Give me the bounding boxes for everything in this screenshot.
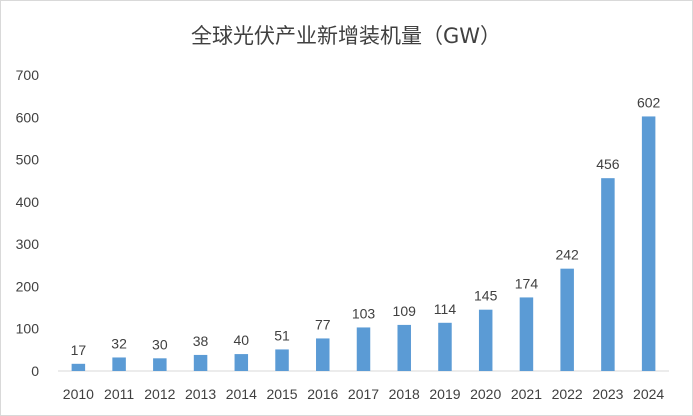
data-label-2012: 30 [152,336,168,352]
bar-2012 [153,358,167,371]
x-tick-label-2023: 2023 [592,386,623,402]
x-tick-label-2024: 2024 [633,386,664,402]
x-tick-label-2011: 2011 [104,386,134,402]
bars [71,116,656,371]
data-label-2016: 77 [315,316,331,332]
y-tick-label: 100 [16,321,40,337]
x-tick-label-2013: 2013 [185,386,216,402]
x-tick-label-2022: 2022 [552,386,583,402]
bar-2020 [478,309,493,371]
bar-2023 [601,178,615,371]
x-tick-label-2021: 2021 [511,386,542,402]
data-label-2018: 109 [393,303,417,319]
x-tick-label-2020: 2020 [470,386,501,402]
data-label-2017: 103 [352,305,376,321]
data-label-2021: 174 [515,275,539,291]
x-axis: 2010 2011 2012 2013 2014 2015 2016 2017 2018 2019… [63,386,665,402]
bar-2015 [275,349,289,371]
bar-2022 [560,268,574,371]
x-tick-label-2016: 2016 [307,386,338,402]
data-label-2019: 114 [434,301,457,317]
bar-2019 [438,322,452,371]
y-tick-label: 600 [16,109,40,125]
y-axis: 0 100 200 300 400 500 600 700 [16,67,40,379]
y-tick-label: 700 [16,67,40,83]
bar-2016 [316,338,330,371]
bar-2018 [397,324,411,371]
data-label-2013: 38 [193,333,209,349]
bar-2017 [356,327,371,371]
x-tick-label-2018: 2018 [389,386,420,402]
data-label-2015: 51 [274,327,290,343]
x-tick-label-2014: 2014 [226,386,257,402]
data-label-2023: 456 [596,156,620,172]
bar-2024 [641,116,656,371]
data-label-2024: 602 [637,94,661,110]
x-tick-label-2010: 2010 [63,386,94,402]
chart-title: 全球光伏产业新增装机量（GW） [191,24,501,48]
y-tick-label: 500 [16,152,40,168]
data-label-2011: 32 [111,335,127,351]
data-label-2014: 40 [234,332,250,348]
y-tick-label: 400 [16,194,40,210]
x-tick-label-2012: 2012 [144,386,175,402]
data-label-2022: 242 [555,247,579,263]
data-label-2010: 17 [71,342,87,358]
y-tick-label: 0 [31,363,39,379]
bar-2013 [193,354,208,371]
data-labels: 17 32 30 38 40 51 77 103 109 114 145 174 242 456 602 [71,94,661,357]
bar-2011 [112,357,126,371]
bar-2010 [71,363,86,371]
bar-2021 [519,297,534,371]
x-tick-label-2019: 2019 [429,386,460,402]
bar-2014 [234,354,249,371]
x-tick-label-2015: 2015 [266,386,297,402]
data-label-2020: 145 [474,288,498,304]
y-tick-label: 200 [16,278,40,294]
x-tick-label-2017: 2017 [348,386,379,402]
y-tick-label: 300 [16,236,40,252]
